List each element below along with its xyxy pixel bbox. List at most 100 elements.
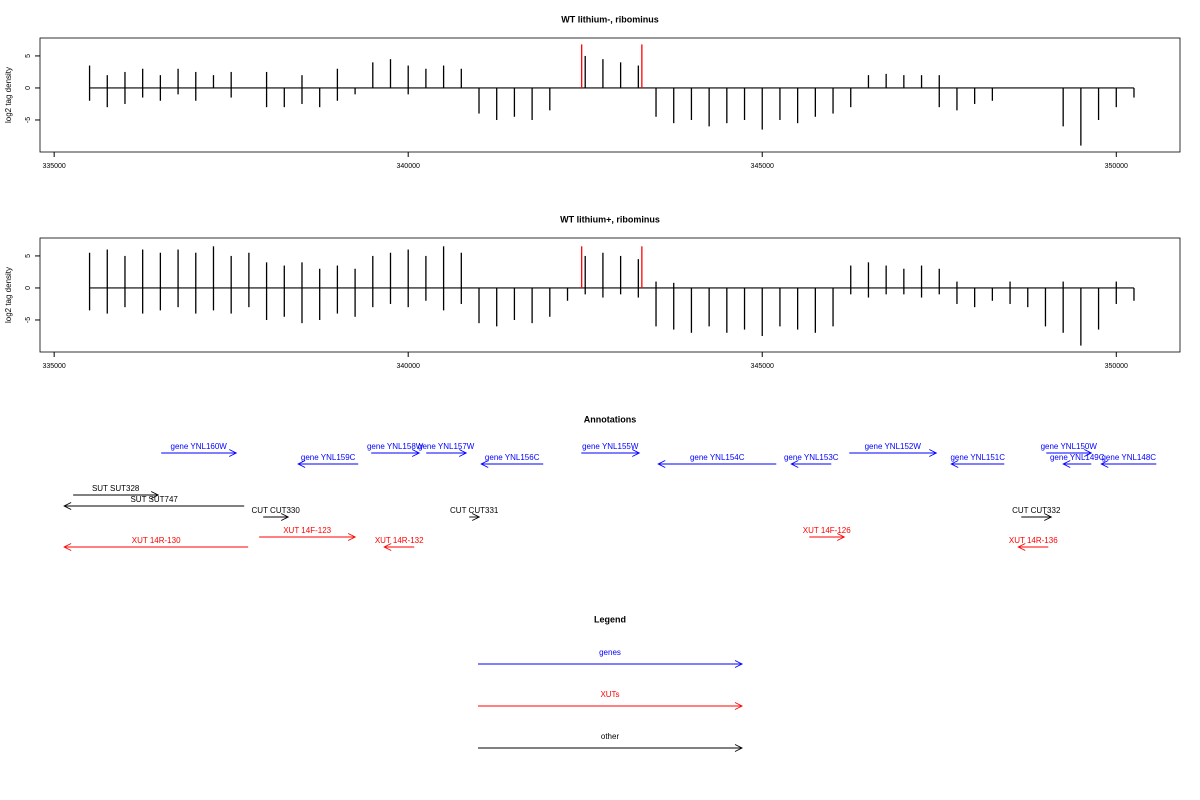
legend-label: other (601, 732, 620, 741)
x-tick-label: 340000 (397, 163, 420, 170)
arrow-head (657, 460, 666, 468)
arrow-head (1084, 449, 1093, 457)
plot-frame (39, 37, 1181, 153)
legend-arrow (478, 744, 744, 752)
arrow-head (734, 744, 744, 752)
feature-arrow (1021, 513, 1053, 521)
x-tick-label: 345000 (751, 163, 774, 170)
feature-label: gene YNL152W (865, 442, 922, 451)
x-tick-label: 335000 (42, 163, 65, 170)
arrow-head (63, 543, 72, 551)
feature-label: gene YNL157W (418, 442, 475, 451)
feature-arrow (263, 513, 290, 521)
arrow-head (632, 449, 641, 457)
feature-label: CUT CUT331 (450, 506, 499, 515)
feature-label: XUT 14F-126 (803, 526, 851, 535)
feature-label: XUT 14R-136 (1009, 536, 1058, 545)
feature-arrow (581, 449, 641, 457)
y-tick-label: 5 (25, 254, 32, 258)
arrow-head (480, 460, 489, 468)
arrow-head (1017, 543, 1026, 551)
y-tick-label: -5 (25, 317, 32, 323)
feature-arrow (790, 460, 832, 468)
chart-title: WT lithium-, ribominus (561, 14, 659, 24)
feature-arrow (849, 449, 938, 457)
x-tick-label: 335000 (42, 363, 65, 370)
feature-arrow (73, 491, 160, 499)
x-tick-label: 350000 (1105, 363, 1128, 370)
feature-label: CUT CUT330 (252, 506, 301, 515)
feature-arrow (63, 543, 249, 551)
legend-arrow (478, 702, 744, 710)
arrow-head (1100, 460, 1109, 468)
feature-label: gene YNL153C (784, 453, 839, 462)
feature-arrow (480, 460, 544, 468)
arrow-head (297, 460, 306, 468)
arrow-head (383, 543, 392, 551)
x-tick-label: 340000 (397, 363, 420, 370)
feature-label: SUT SUT328 (92, 484, 140, 493)
feature-arrow (809, 533, 846, 541)
y-tick-label: 0 (25, 86, 32, 90)
feature-arrow (383, 543, 415, 551)
feature-arrow (259, 533, 357, 541)
feature-label: XUT 14F-123 (283, 526, 331, 535)
feature-label: CUT CUT332 (1012, 506, 1061, 515)
arrow-head (837, 533, 846, 541)
feature-arrow (657, 460, 777, 468)
feature-label: SUT SUT747 (130, 495, 178, 504)
feature-label: gene YNL150W (1041, 442, 1098, 451)
chart-title: WT lithium+, ribominus (560, 214, 660, 224)
arrow-head (1062, 460, 1071, 468)
arrow-head (63, 502, 72, 510)
feature-label: gene YNL158W (367, 442, 424, 451)
y-tick-label: -5 (25, 117, 32, 123)
feature-arrow (1017, 543, 1049, 551)
arrow-head (790, 460, 799, 468)
arrow-head (472, 513, 481, 521)
arrow-head (950, 460, 959, 468)
feature-arrow (63, 502, 245, 510)
feature-label: gene YNL156C (485, 453, 540, 462)
arrow-head (229, 449, 238, 457)
plot-frame (39, 237, 1181, 353)
feature-arrow (1062, 460, 1092, 468)
y-tick-label: 0 (25, 286, 32, 290)
feature-label: gene YNL149C (1050, 453, 1105, 462)
feature-arrow (161, 449, 238, 457)
feature-label: gene YNL155W (582, 442, 639, 451)
y-axis-label: log2 tag density (4, 267, 13, 323)
arrow-head (734, 660, 744, 668)
arrow-head (458, 449, 468, 457)
feature-label: gene YNL154C (690, 453, 745, 462)
arrow-head (280, 513, 290, 521)
legend-title: Legend (594, 614, 626, 624)
feature-arrow (426, 449, 468, 457)
arrow-head (929, 449, 938, 457)
arrow-head (411, 449, 421, 457)
legend-label: XUTs (600, 690, 619, 699)
feature-arrow (1046, 449, 1093, 457)
x-tick-label: 345000 (751, 363, 774, 370)
y-axis-label: log2 tag density (4, 67, 13, 123)
feature-arrow (371, 449, 421, 457)
feature-label: gene YNL160W (171, 442, 228, 451)
arrow-head (347, 533, 357, 541)
feature-label: XUT 14R-130 (132, 536, 181, 545)
annotations-title: Annotations (584, 414, 637, 424)
feature-label: gene YNL159C (301, 453, 356, 462)
feature-label: gene YNL151C (950, 453, 1005, 462)
legend-label: genes (599, 648, 621, 657)
arrow-head (1044, 513, 1053, 521)
y-tick-label: 5 (25, 54, 32, 58)
x-tick-label: 350000 (1105, 163, 1128, 170)
feature-arrow (1100, 460, 1157, 468)
legend-arrow (478, 660, 744, 668)
feature-label: XUT 14R-132 (375, 536, 424, 545)
feature-arrow (469, 513, 481, 521)
arrow-head (150, 491, 160, 499)
feature-label: gene YNL148C (1101, 453, 1156, 462)
feature-arrow (297, 460, 359, 468)
arrow-head (734, 702, 744, 710)
